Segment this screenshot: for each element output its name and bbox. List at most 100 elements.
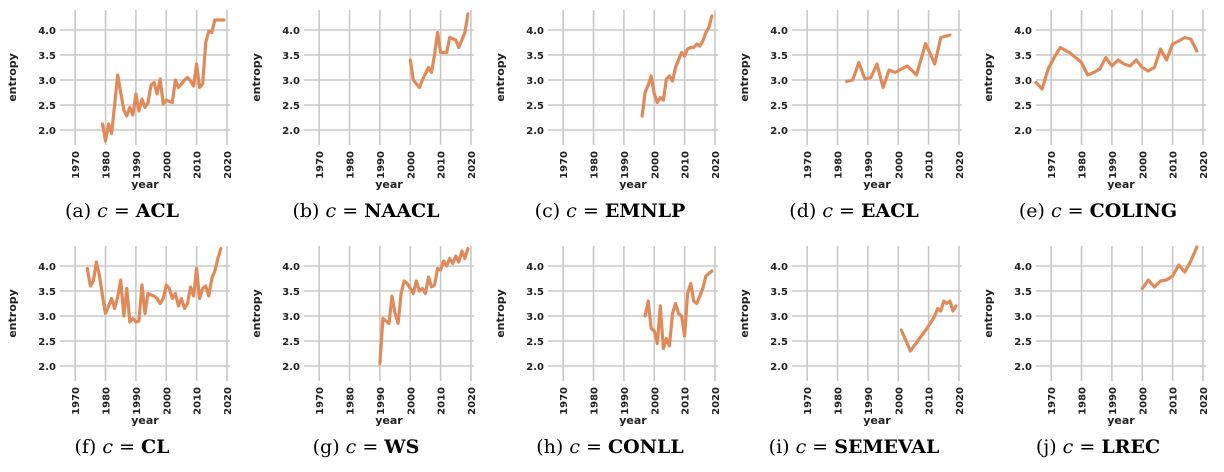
x-tick-label: 1970 <box>559 151 570 179</box>
caption-venue: LREC <box>1101 436 1161 458</box>
x-tick-label: 2000 <box>406 387 417 415</box>
x-tick-label: 2020 <box>1199 387 1210 415</box>
chart-panel-emnlp: 1970 1980 1990 2000 2010 2020 2.0 2.5 3.0 3.5 4.0 e… <box>488 0 732 236</box>
y-tick-label: 3.5 <box>526 51 544 62</box>
caption-venue: EMNLP <box>604 200 686 222</box>
caption-id: (c) <box>534 200 567 222</box>
y-axis-label: entropy <box>738 289 751 338</box>
x-tick-label: 1970 <box>1047 387 1058 415</box>
x-tick-label: 1990 <box>376 387 387 415</box>
caption-variable: c = <box>795 436 835 458</box>
x-tick-label: 1990 <box>1108 151 1119 179</box>
chart-svg: 1970 1980 1990 2000 2010 2020 2.0 2.5 3.0 3.5 4.0 e… <box>738 246 966 427</box>
x-tick-label: 2020 <box>955 151 966 179</box>
x-tick-label: 2010 <box>925 151 936 179</box>
series-line-coling <box>1034 35 1199 91</box>
y-tick-label: 4.0 <box>526 262 544 273</box>
chart-caption: (i) c = SEMEVAL <box>732 436 976 458</box>
y-tick-label: 2.5 <box>526 101 544 112</box>
x-tick-label: 2020 <box>467 151 478 179</box>
y-tick-label: 3.0 <box>1014 312 1032 323</box>
series-line-cl <box>85 246 223 324</box>
y-tick-label: 4.0 <box>526 26 544 37</box>
chart-svg: 1970 1980 1990 2000 2010 2020 2.0 2.5 3.0 3.5 4.0 e… <box>494 10 722 191</box>
x-axis-label: year <box>1107 178 1135 191</box>
series-line-semeval <box>899 299 958 353</box>
y-tick-label: 4.0 <box>1014 26 1032 37</box>
y-tick-label: 3.5 <box>38 287 56 298</box>
y-tick-label: 2.5 <box>770 101 788 112</box>
caption-variable: c = <box>102 436 142 458</box>
x-axis-label: year <box>619 414 647 427</box>
x-tick-label: 1990 <box>1108 387 1119 415</box>
caption-id: (e) <box>1018 200 1051 222</box>
series-line-ws <box>378 246 470 366</box>
x-tick-label: 1980 <box>590 151 601 179</box>
x-tick-label: 1980 <box>102 387 113 415</box>
chart-caption: (f) c = CL <box>0 436 244 458</box>
caption-id: (a) <box>64 200 98 222</box>
chart-caption: (g) c = WS <box>244 436 488 458</box>
x-tick-label: 2010 <box>437 387 448 415</box>
series-line-acl <box>100 18 226 143</box>
y-tick-label: 2.0 <box>770 362 788 373</box>
caption-variable: c = <box>345 436 385 458</box>
y-tick-label: 3.0 <box>282 312 300 323</box>
x-tick-label: 1980 <box>1078 151 1089 179</box>
chart-svg: 1970 1980 1990 2000 2010 2020 2.0 2.5 3.0 3.5 4.0 e… <box>494 246 722 427</box>
caption-id: (i) <box>768 436 796 458</box>
x-tick-label: 2000 <box>894 387 905 415</box>
chart-caption: (h) c = CONLL <box>488 436 732 458</box>
x-tick-label: 1990 <box>864 387 875 415</box>
y-tick-label: 2.0 <box>38 126 56 137</box>
y-axis-label: entropy <box>738 53 751 102</box>
chart-svg: 1970 1980 1990 2000 2010 2020 2.0 2.5 3.0 3.5 4.0 e… <box>738 10 966 191</box>
x-axis-label: year <box>863 414 891 427</box>
y-tick-label: 3.0 <box>770 76 788 87</box>
x-axis-label: year <box>1107 414 1135 427</box>
caption-variable: c = <box>822 200 861 222</box>
x-axis-label: year <box>619 178 647 191</box>
y-tick-label: 2.0 <box>526 362 544 373</box>
y-tick-label: 2.5 <box>38 337 56 348</box>
x-tick-label: 2000 <box>650 387 661 415</box>
chart-caption: (j) c = LREC <box>976 436 1220 458</box>
x-tick-label: 2000 <box>1138 387 1149 415</box>
x-tick-label: 2000 <box>650 151 661 179</box>
y-axis-label: entropy <box>982 53 995 102</box>
x-tick-label: 2010 <box>437 151 448 179</box>
caption-venue: CL <box>141 436 170 458</box>
y-tick-label: 2.0 <box>770 126 788 137</box>
y-tick-label: 3.0 <box>38 312 56 323</box>
x-tick-label: 1980 <box>346 387 357 415</box>
x-tick-label: 1990 <box>620 151 631 179</box>
caption-venue: CONLL <box>607 436 684 458</box>
series-line-eacl <box>844 33 952 90</box>
caption-id: (g) <box>312 436 346 458</box>
y-tick-label: 3.5 <box>1014 51 1032 62</box>
y-tick-label: 3.5 <box>770 51 788 62</box>
x-tick-label: 1970 <box>803 151 814 179</box>
x-tick-label: 1990 <box>864 151 875 179</box>
caption-venue: EACL <box>860 200 919 222</box>
y-tick-label: 2.5 <box>1014 337 1032 348</box>
chart-svg: 1970 1980 1990 2000 2010 2020 2.0 2.5 3.0 3.5 4.0 e… <box>250 246 478 427</box>
x-tick-label: 1990 <box>376 151 387 179</box>
y-tick-label: 3.0 <box>282 76 300 87</box>
x-tick-label: 2020 <box>223 151 234 179</box>
caption-variable: c = <box>566 200 605 222</box>
x-axis-label: year <box>375 414 403 427</box>
caption-venue: WS <box>384 436 420 458</box>
y-tick-label: 3.5 <box>282 51 300 62</box>
chart-panel-semeval: 1970 1980 1990 2000 2010 2020 2.0 2.5 3.0 3.5 4.0 e… <box>732 236 976 472</box>
x-tick-label: 1970 <box>1047 151 1058 179</box>
x-tick-label: 2010 <box>1169 387 1180 415</box>
x-tick-label: 1970 <box>71 387 82 415</box>
y-tick-label: 3.5 <box>1014 287 1032 298</box>
x-tick-label: 2000 <box>162 387 173 415</box>
x-tick-label: 2010 <box>193 151 204 179</box>
x-tick-label: 1970 <box>559 387 570 415</box>
y-tick-label: 2.0 <box>1014 362 1032 373</box>
y-axis-label: entropy <box>982 289 995 338</box>
